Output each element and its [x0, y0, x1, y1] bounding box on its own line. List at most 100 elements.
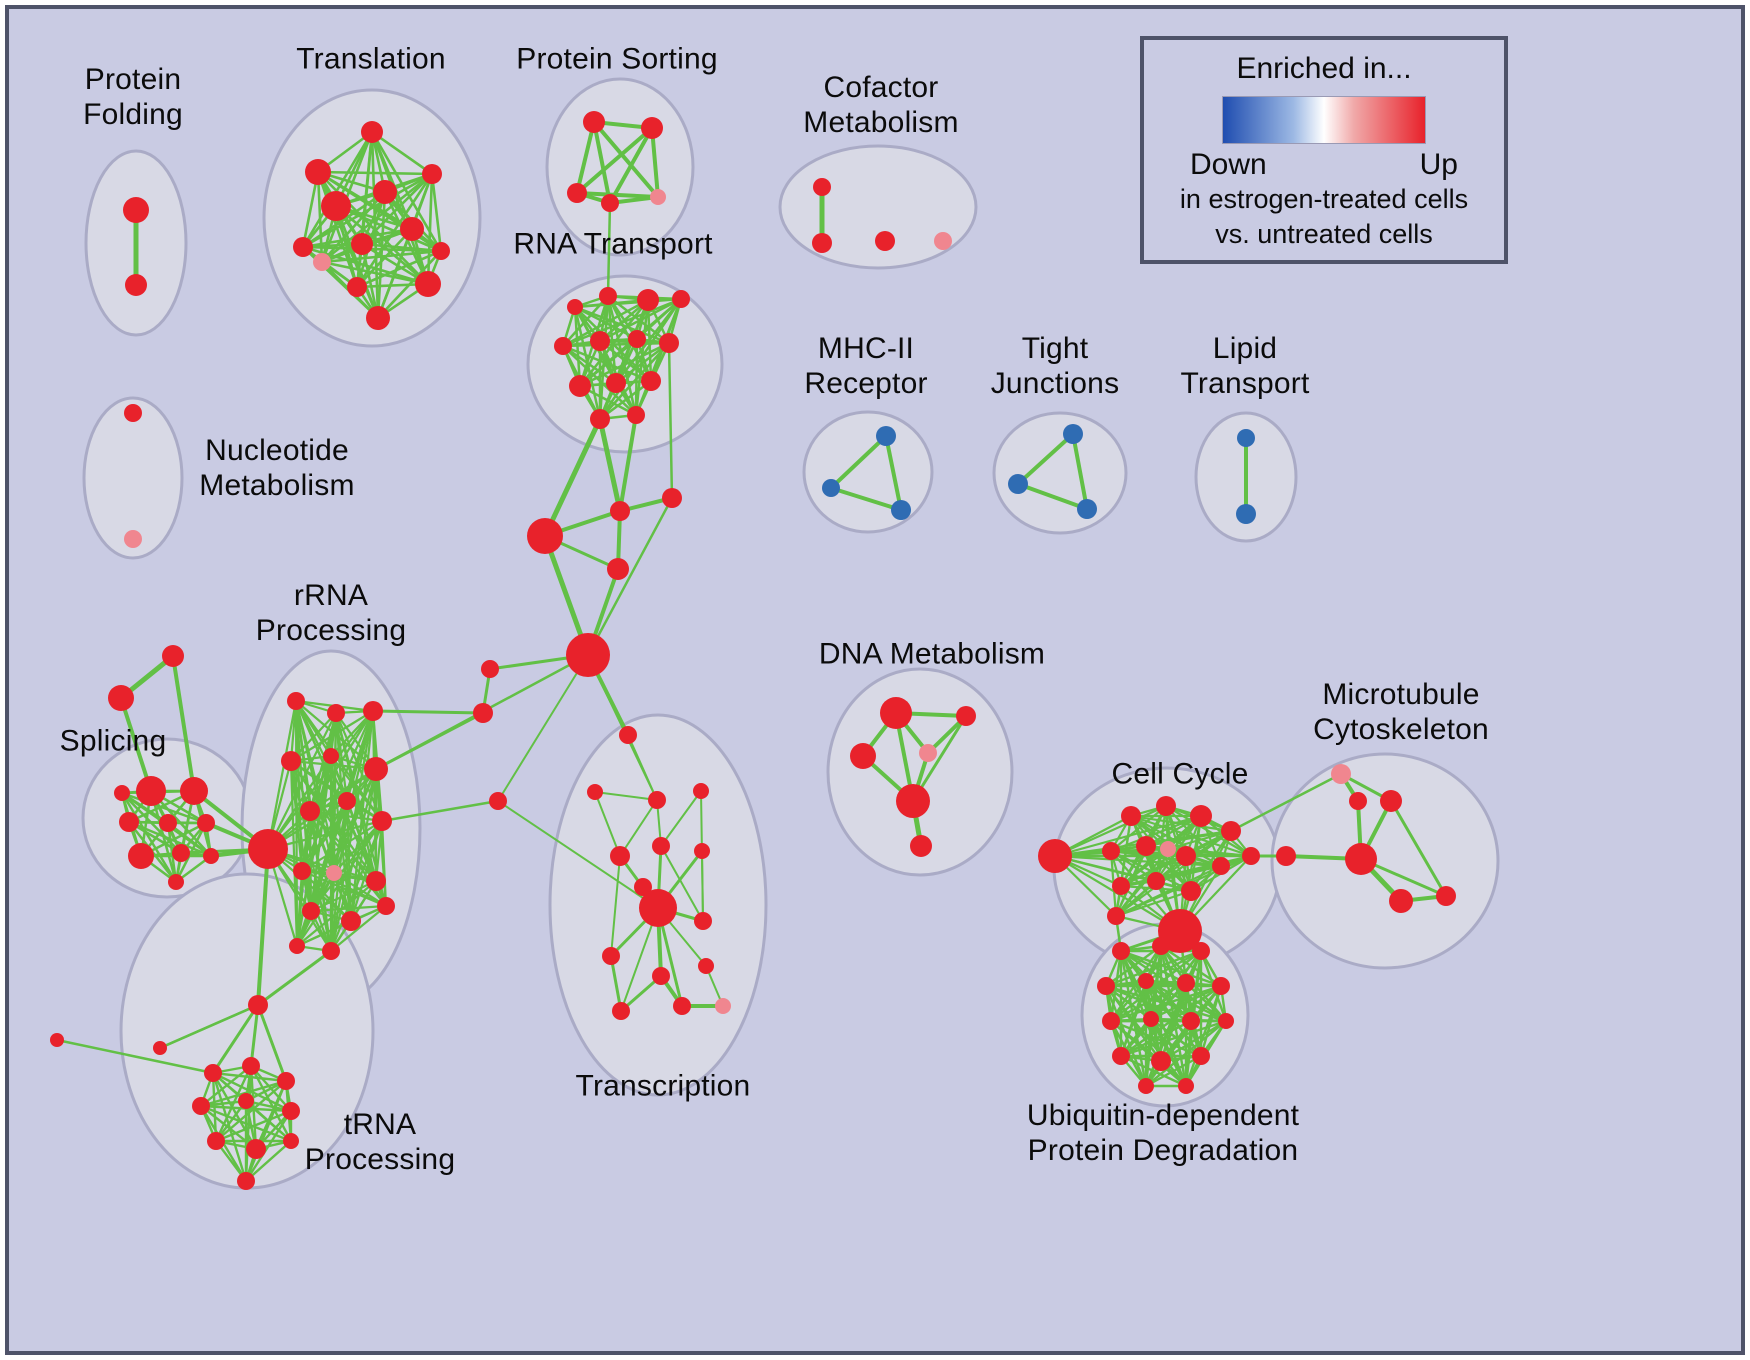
network-edge	[329, 904, 388, 953]
network-edge	[380, 819, 388, 908]
gene-set-node	[119, 812, 139, 832]
gene-set-node	[896, 784, 930, 818]
gene-set-node	[108, 685, 134, 711]
network-edge	[884, 434, 903, 512]
network-edge	[300, 869, 388, 908]
gene-set-node	[283, 1133, 299, 1149]
network-edge	[256, 949, 333, 1007]
network-edge	[1119, 1019, 1193, 1058]
network-edge	[701, 850, 704, 922]
network-edge	[1389, 799, 1448, 898]
gene-set-node	[1112, 942, 1130, 960]
gene-set-node	[554, 337, 572, 355]
gene-set-node	[641, 117, 663, 139]
gene-set-node	[351, 233, 373, 255]
gene-set-node	[1236, 504, 1256, 524]
gene-set-node	[715, 998, 731, 1014]
gene-set-node	[302, 902, 320, 920]
gene-set-node	[128, 843, 154, 869]
gene-set-node	[248, 995, 268, 1015]
gene-set-node	[1221, 821, 1241, 841]
network-edge	[1119, 847, 1170, 888]
gene-set-node	[338, 792, 356, 810]
legend: Enriched in... Down Up in estrogen-treat…	[1140, 36, 1508, 264]
cluster-ellipse-tight-junctions	[992, 411, 1128, 535]
network-edge	[608, 126, 654, 205]
network-edge	[586, 496, 674, 657]
network-edge	[561, 297, 683, 348]
gene-set-node	[1152, 937, 1170, 955]
network-edge	[430, 172, 443, 253]
network-edge	[355, 227, 414, 289]
network-edge	[214, 1109, 293, 1143]
network-edge	[309, 879, 378, 913]
network-edge	[1119, 1019, 1228, 1058]
gene-set-node	[822, 479, 840, 497]
network-edge	[266, 767, 378, 851]
gene-set-node	[610, 501, 630, 521]
network-edge	[120, 791, 178, 884]
network-edge	[1154, 854, 1253, 883]
network-edge	[371, 709, 485, 715]
network-edge	[301, 172, 434, 249]
gene-set-node	[321, 191, 351, 221]
gene-set-node	[662, 488, 682, 508]
gene-set-node	[602, 947, 620, 965]
network-edge	[360, 242, 443, 253]
gene-set-node	[910, 835, 932, 857]
gene-set-node	[652, 837, 670, 855]
network-edge	[1129, 814, 1253, 858]
network-edge	[320, 260, 430, 286]
gene-set-node	[875, 231, 895, 251]
gene-set-node	[123, 197, 149, 223]
gene-set-node	[934, 232, 952, 250]
gene-set-node	[891, 500, 911, 520]
gene-set-node	[813, 178, 831, 196]
gene-set-node	[812, 233, 832, 253]
gene-set-node	[587, 784, 603, 800]
gene-set-node	[627, 406, 645, 424]
network-edge	[1164, 804, 1253, 858]
gene-set-node	[1349, 792, 1367, 810]
gene-set-node	[698, 958, 714, 974]
network-edge	[256, 847, 270, 1007]
network-edge	[561, 298, 650, 348]
gene-set-node	[673, 997, 691, 1015]
network-edge	[214, 1079, 288, 1143]
gene-set-node	[694, 912, 712, 930]
cluster-ellipse-nucleotide-metabolism	[82, 396, 184, 560]
gene-set-node	[432, 242, 450, 260]
network-edge	[266, 699, 298, 851]
gene-set-node	[305, 159, 331, 185]
legend-gradient	[1222, 96, 1426, 144]
network-edge	[376, 249, 443, 320]
gene-set-node	[1192, 942, 1210, 960]
network-edge	[329, 871, 336, 953]
legend-up-label: Up	[1419, 148, 1458, 181]
gene-set-node	[246, 1139, 266, 1159]
gene-set-node	[341, 911, 361, 931]
network-edge	[289, 709, 375, 763]
gene-set-node	[648, 791, 666, 809]
network-edge	[1144, 1017, 1153, 1088]
gene-set-node	[473, 703, 493, 723]
network-edge	[497, 800, 659, 909]
network-edge	[575, 191, 660, 199]
legend-endpoint-labels: Down Up	[1190, 148, 1458, 182]
network-edge	[598, 379, 653, 421]
gene-set-node	[590, 409, 610, 429]
network-edge	[594, 791, 621, 857]
network-edge	[592, 120, 612, 205]
cluster-ellipse-microtubule-cytoskeleton	[1270, 752, 1500, 970]
network-edge	[355, 249, 443, 289]
gene-set-node	[650, 189, 666, 205]
gene-set-node	[192, 1097, 210, 1115]
gene-set-node	[566, 633, 610, 677]
gene-set-node	[203, 848, 219, 864]
network-edge	[619, 799, 658, 857]
gene-set-node	[1008, 474, 1028, 494]
gene-set-node	[400, 217, 424, 241]
gene-set-node	[1192, 1047, 1210, 1065]
network-edge	[119, 696, 153, 793]
gene-set-node	[282, 1102, 300, 1120]
